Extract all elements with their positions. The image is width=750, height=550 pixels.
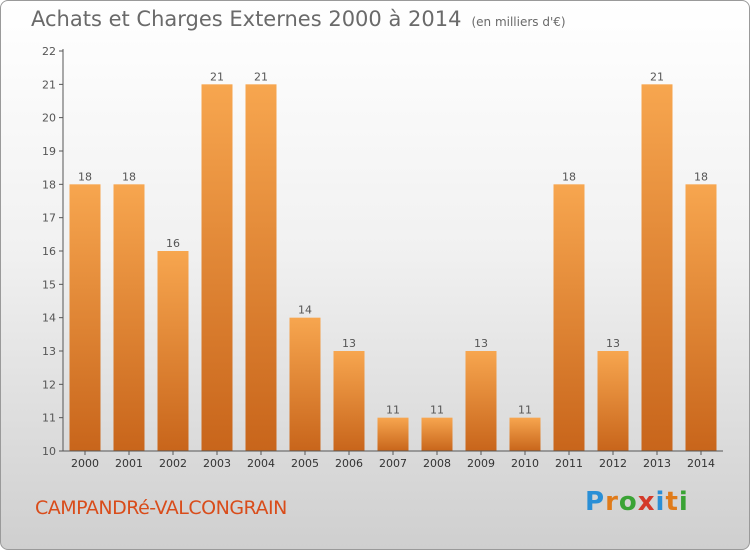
x-tick-label: 2008	[423, 457, 451, 470]
x-tick-label: 2014	[687, 457, 715, 470]
bar-2009	[465, 351, 497, 451]
x-tick-label: 2002	[159, 457, 187, 470]
logo-letter: i	[678, 487, 689, 517]
bar-2011	[553, 184, 585, 452]
logo-letter: t	[665, 487, 679, 517]
logo-letter: x	[637, 487, 656, 517]
y-tick-label: 19	[42, 145, 56, 158]
y-tick-label: 17	[42, 212, 56, 225]
x-tick-label: 2007	[379, 457, 407, 470]
logo-letter: r	[605, 487, 619, 517]
y-tick-label: 14	[42, 312, 56, 325]
x-tick-label: 2004	[247, 457, 275, 470]
y-tick-label: 15	[42, 278, 56, 291]
bar-value-label: 18	[122, 170, 136, 183]
y-tick-label: 10	[42, 445, 56, 458]
commune-name: CAMPANDRé-VALCONGRAIN	[35, 497, 287, 519]
bar-value-label: 13	[342, 337, 356, 350]
bar-2004	[245, 84, 277, 451]
bar-value-label: 21	[650, 70, 664, 83]
bar-2000	[69, 184, 101, 452]
x-tick-label: 2003	[203, 457, 231, 470]
bar-2003	[201, 84, 233, 451]
x-tick-label: 2011	[555, 457, 583, 470]
bar-2014	[685, 184, 717, 452]
y-tick-label: 11	[42, 412, 56, 425]
bar-value-label: 14	[298, 304, 312, 317]
x-tick-label: 2012	[599, 457, 627, 470]
bar-value-label: 21	[254, 70, 268, 83]
bar-2007	[377, 417, 409, 451]
x-tick-label: 2009	[467, 457, 495, 470]
bars-layer: 18 18 16 21 21 14 13 11 11 13 11 18 13 21 18	[69, 70, 717, 452]
logo-letter: o	[618, 487, 638, 517]
bar-2001	[113, 184, 145, 452]
bar-value-label: 13	[606, 337, 620, 350]
bar-2006	[333, 351, 365, 451]
x-tick-label: 2001	[115, 457, 143, 470]
x-tick-label: 2006	[335, 457, 363, 470]
axes-layer: 10 11 12 13 14 15 16 17 18 19 20 21 22 2000 2001 2002 20…	[42, 45, 723, 470]
bar-2013	[641, 84, 673, 451]
bar-value-label: 18	[694, 170, 708, 183]
chart-title-text: Achats et Charges Externes 2000 à 2014	[31, 7, 462, 31]
bar-value-label: 18	[78, 170, 92, 183]
chart-title: Achats et Charges Externes 2000 à 2014 (e…	[31, 7, 566, 31]
x-tick-label: 2010	[511, 457, 539, 470]
x-tick-label: 2000	[71, 457, 99, 470]
bar-value-label: 21	[210, 70, 224, 83]
y-tick-label: 13	[42, 345, 56, 358]
chart-unit: (en milliers d'€)	[471, 15, 566, 29]
logo-letter: P	[585, 487, 606, 517]
y-tick-label: 18	[42, 178, 56, 191]
proxiti-logo[interactable]: Proxiti	[585, 487, 689, 517]
bar-2012	[597, 351, 629, 451]
y-tick-label: 12	[42, 378, 56, 391]
bar-value-label: 11	[430, 404, 444, 417]
bar-value-label: 16	[166, 237, 180, 250]
bar-2002	[157, 251, 189, 451]
bar-value-label: 11	[386, 404, 400, 417]
y-tick-label: 21	[42, 78, 56, 91]
bar-value-label: 18	[562, 170, 576, 183]
x-tick-label: 2005	[291, 457, 319, 470]
bar-2010	[509, 417, 541, 451]
y-tick-label: 16	[42, 245, 56, 258]
bar-2008	[421, 417, 453, 451]
bar-value-label: 11	[518, 404, 532, 417]
logo-letter: i	[655, 487, 666, 517]
bar-value-label: 13	[474, 337, 488, 350]
x-tick-label: 2013	[643, 457, 671, 470]
bar-2005	[289, 317, 321, 451]
y-tick-label: 22	[42, 45, 56, 58]
y-tick-label: 20	[42, 112, 56, 125]
